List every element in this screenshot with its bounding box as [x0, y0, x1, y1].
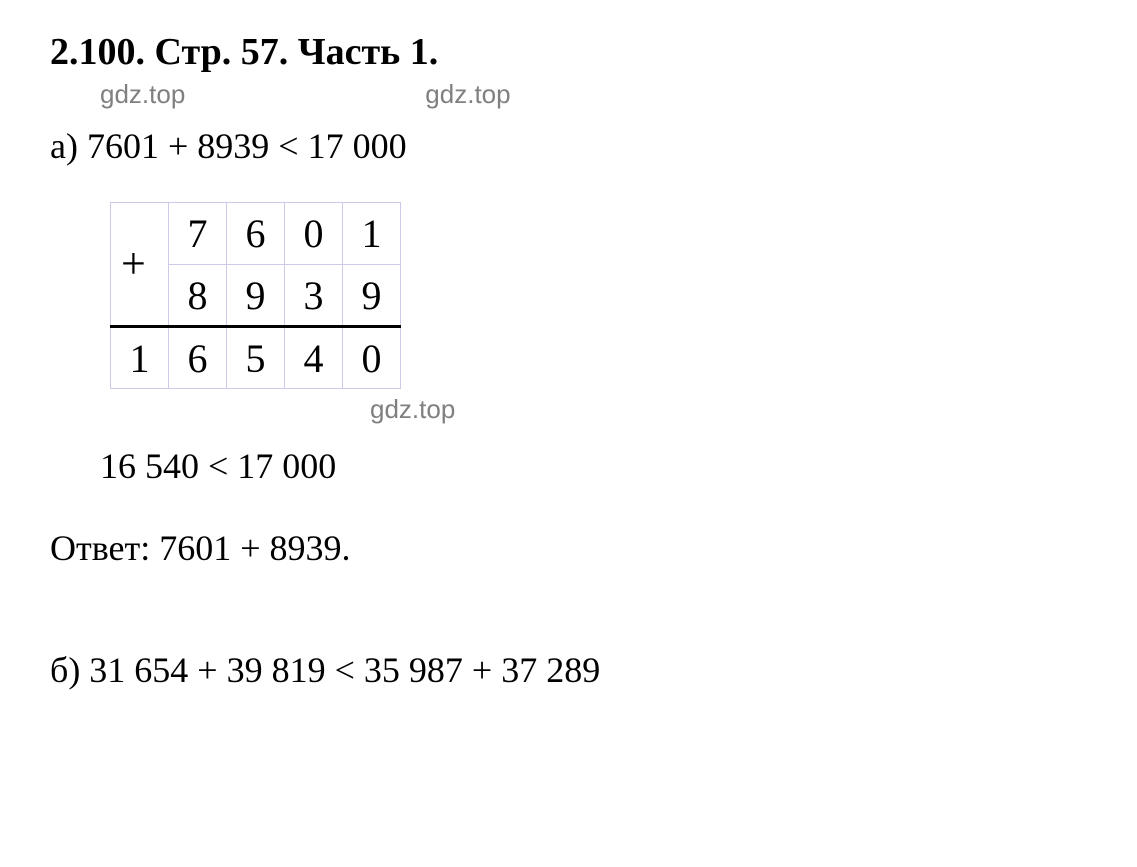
cell-r3-c5: 0 — [343, 327, 401, 389]
cell-r1-c4: 0 — [285, 203, 343, 265]
addition-grid: + 7 6 0 1 8 9 3 9 1 6 5 4 0 — [110, 202, 401, 389]
watermark-row-top: gdz.top gdz.top — [50, 79, 1087, 110]
problem-a-expression: а) 7601 + 8939 < 17 000 — [50, 125, 1087, 167]
cell-r3-c2: 6 — [169, 327, 227, 389]
watermark-3: gdz.top — [370, 394, 1087, 425]
cell-r3-c1: 1 — [111, 327, 169, 389]
problem-b-expression: б) 31 654 + 39 819 < 35 987 + 37 289 — [50, 649, 1087, 691]
watermark-1: gdz.top — [100, 79, 185, 110]
cell-r3-c4: 4 — [285, 327, 343, 389]
addition-row-1: + 7 6 0 1 — [111, 203, 401, 265]
cell-r2-c5: 9 — [343, 265, 401, 327]
plus-icon: + — [121, 238, 146, 289]
cell-r2-c3: 9 — [227, 265, 285, 327]
cell-r3-c3: 5 — [227, 327, 285, 389]
cell-r2-c4: 3 — [285, 265, 343, 327]
cell-r1-c5: 1 — [343, 203, 401, 265]
cell-r1-c3: 6 — [227, 203, 285, 265]
answer-text: Ответ: 7601 + 8939. — [50, 527, 1087, 569]
problem-heading: 2.100. Стр. 57. Часть 1. — [50, 30, 1087, 74]
addition-row-3: 1 6 5 4 0 — [111, 327, 401, 389]
watermark-2: gdz.top — [425, 79, 510, 110]
plus-cell: + — [111, 203, 169, 327]
cell-r2-c2: 8 — [169, 265, 227, 327]
cell-r1-c2: 7 — [169, 203, 227, 265]
comparison-text: 16 540 < 17 000 — [100, 445, 1087, 487]
